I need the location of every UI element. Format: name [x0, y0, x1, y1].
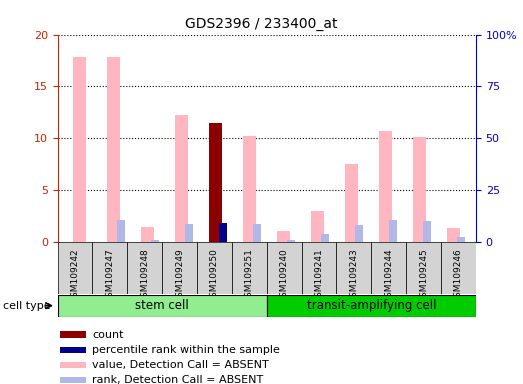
Bar	[267, 242, 302, 294]
Text: GSM109247: GSM109247	[105, 248, 115, 303]
Bar	[355, 225, 362, 242]
Bar	[117, 220, 124, 242]
Text: rank, Detection Call = ABSENT: rank, Detection Call = ABSENT	[93, 375, 264, 384]
Bar	[243, 136, 256, 242]
Text: GSM109250: GSM109250	[210, 248, 219, 303]
Text: GSM109251: GSM109251	[245, 248, 254, 303]
Text: GSM109242: GSM109242	[71, 248, 79, 303]
Text: value, Detection Call = ABSENT: value, Detection Call = ABSENT	[93, 360, 269, 370]
Bar	[441, 242, 476, 294]
Bar	[58, 242, 93, 294]
Text: GDS2396 / 233400_at: GDS2396 / 233400_at	[185, 17, 338, 31]
Bar	[58, 295, 267, 317]
Text: GSM109248: GSM109248	[140, 248, 149, 303]
Bar	[371, 242, 406, 294]
Bar	[277, 230, 290, 242]
Bar	[389, 220, 396, 242]
Text: count: count	[93, 329, 124, 339]
Bar	[423, 221, 430, 242]
Bar	[406, 242, 441, 294]
Bar	[209, 123, 222, 242]
Bar	[73, 57, 86, 242]
Bar	[287, 240, 294, 242]
Bar	[175, 116, 188, 242]
Bar	[336, 242, 371, 294]
Bar	[162, 242, 197, 294]
Text: transit-amplifying cell: transit-amplifying cell	[306, 299, 436, 312]
Bar	[267, 295, 476, 317]
Bar	[60, 347, 86, 353]
Bar	[447, 228, 460, 242]
Bar	[107, 57, 120, 242]
Bar	[151, 240, 158, 242]
Bar	[302, 242, 336, 294]
Bar	[253, 223, 260, 242]
Text: GSM109246: GSM109246	[454, 248, 463, 303]
Text: GSM109243: GSM109243	[349, 248, 358, 303]
Bar	[219, 223, 226, 242]
Text: GSM109240: GSM109240	[280, 248, 289, 303]
Bar	[127, 242, 162, 294]
Bar	[413, 137, 426, 242]
Text: GSM109249: GSM109249	[175, 248, 184, 303]
Bar	[457, 237, 464, 242]
Bar	[311, 211, 324, 242]
Bar	[197, 242, 232, 294]
Bar	[60, 377, 86, 383]
Text: GSM109241: GSM109241	[314, 248, 324, 303]
Bar	[141, 227, 154, 242]
Bar	[345, 164, 358, 242]
Bar	[93, 242, 127, 294]
Text: cell type: cell type	[3, 301, 50, 311]
Bar	[185, 224, 192, 242]
Bar	[379, 131, 392, 242]
Bar	[321, 233, 328, 242]
Text: GSM109244: GSM109244	[384, 248, 393, 303]
Bar	[60, 362, 86, 368]
Text: stem cell: stem cell	[135, 299, 189, 312]
Text: GSM109245: GSM109245	[419, 248, 428, 303]
Text: percentile rank within the sample: percentile rank within the sample	[93, 345, 280, 355]
Bar	[60, 331, 86, 338]
Bar	[232, 242, 267, 294]
